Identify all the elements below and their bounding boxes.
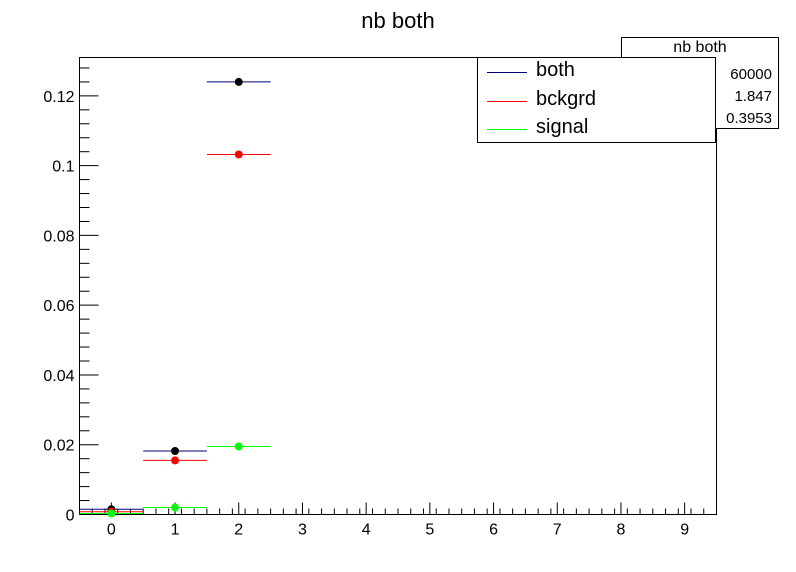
y-tick-label: 0.08 [43,228,74,245]
legend-label-bckgrd: bckgrd [536,88,597,110]
x-tick-label: 7 [553,522,562,539]
data-point [107,509,116,518]
data-point [234,77,243,86]
stats-mean: 1.847 [734,88,772,105]
x-tick-label: 3 [298,522,307,539]
x-tick-label: 4 [362,522,371,539]
x-tick-label: 8 [616,522,625,539]
legend-line-bckgrd [487,101,527,102]
y-tick-label: 0.06 [43,298,74,315]
x-tick-label: 5 [425,522,434,539]
data-point [171,503,180,512]
x-tick-label: 2 [234,522,243,539]
y-tick-label: 0.02 [43,438,74,455]
chart-title: nb both [361,8,434,33]
legend-line-signal [487,129,527,130]
y-tick-label: 0.04 [43,368,74,385]
data-point [171,447,180,456]
stats-title: nb both [673,39,727,56]
series-layer [79,77,271,518]
x-tick-label: 9 [680,522,689,539]
data-point [234,442,243,451]
data-point [171,456,180,465]
y-tick-label: 0 [66,508,75,525]
legend-label-signal: signal [536,116,589,138]
stats-std-dev: 0.3953 [726,110,772,127]
x-tick-label: 1 [171,522,180,539]
x-tick-label: 0 [107,522,116,539]
y-tick-label: 0.12 [43,89,74,106]
legend-line-both [487,72,527,73]
legend-label-both: both [536,59,575,81]
y-tick-label: 0.1 [52,159,74,176]
data-point [234,150,243,159]
legend: both bckgrd signal [477,57,716,143]
series-signal [79,442,271,518]
x-tick-label: 6 [489,522,498,539]
series-bckgrd [79,150,271,516]
stats-entries: 60000 [730,66,772,83]
